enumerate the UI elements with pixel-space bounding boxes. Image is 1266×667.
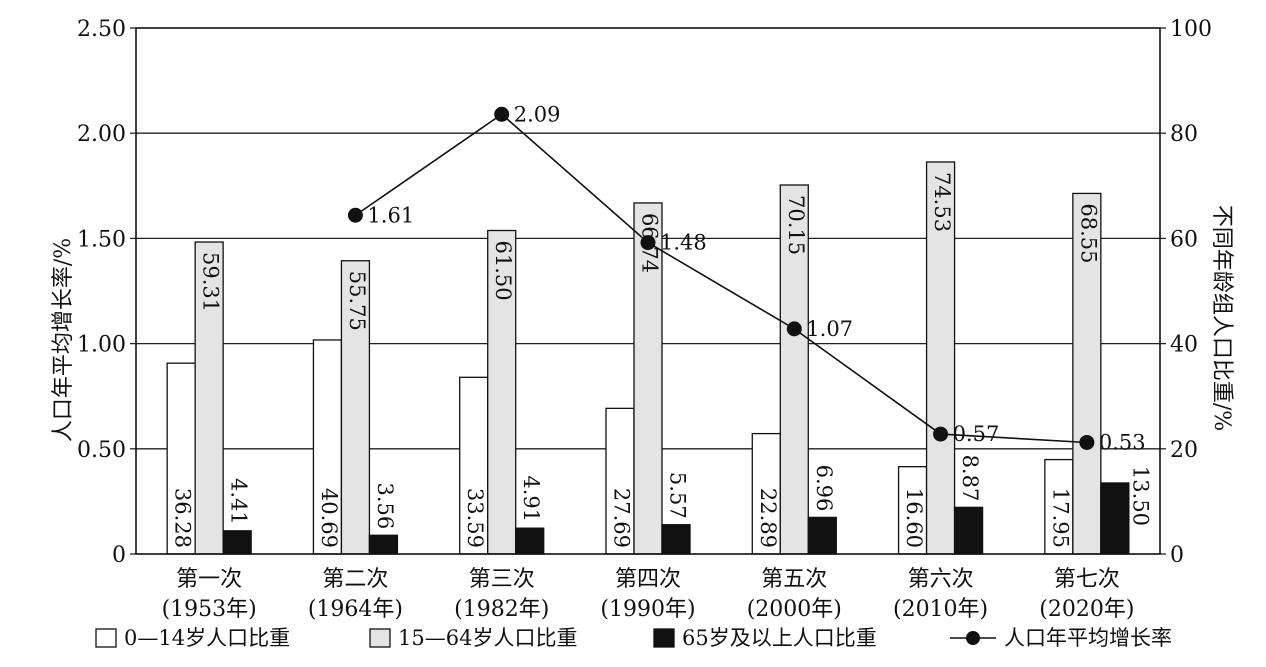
legend-growth-rate-label: 人口年平均增长率 — [1004, 626, 1172, 650]
y-left-tick-label: 0.50 — [77, 438, 126, 463]
legend-age-15-64-swatch — [369, 628, 391, 648]
bar-value-label: 36.28 — [171, 488, 195, 548]
bar-age-0-14 — [605, 407, 635, 555]
category-label: 第三次 — [469, 567, 535, 592]
category-label: 第五次 — [761, 567, 827, 592]
y-left-tick-label: 1.50 — [77, 227, 126, 252]
bar-age-65-plus — [368, 534, 399, 555]
y-left-tick-label: 2.50 — [77, 17, 126, 42]
y-right-tick-label: 100 — [1170, 17, 1212, 42]
growth-rate-label: 1.61 — [367, 203, 414, 227]
category-label: 第一次 — [176, 567, 242, 592]
category-label: 第七次 — [1054, 567, 1120, 592]
bar-age-65-plus — [807, 516, 837, 555]
legend-growth-rate-marker — [966, 631, 980, 645]
legend-age-0-14-swatch — [95, 628, 117, 648]
bar-value-label: 70.15 — [784, 195, 808, 255]
bar-value-label: 17.95 — [1048, 488, 1072, 548]
growth-rate-point — [640, 235, 656, 251]
y-left-tick-label: 2.00 — [77, 122, 126, 147]
category-year-label: (1953年) — [162, 597, 257, 622]
bar-age-0-14 — [459, 376, 489, 555]
category-label: 第四次 — [615, 567, 681, 592]
bar-value-label: 68.55 — [1076, 203, 1100, 263]
growth-rate-point — [347, 207, 363, 223]
growth-rate-polyline — [354, 113, 1087, 444]
bar-age-65-plus — [953, 506, 984, 555]
y-axis-right-title: 不同年龄组人口比重/% — [1209, 205, 1234, 431]
bar-value-label: 16.60 — [902, 488, 926, 548]
category-label: 第六次 — [908, 567, 974, 592]
growth-rate-label: 0.57 — [953, 422, 1000, 446]
category-year-label: (2020年) — [1039, 597, 1134, 622]
bar-value-label: 40.69 — [317, 488, 341, 548]
y-right-tick-label: 60 — [1170, 227, 1198, 252]
bar-value-label: 13.50 — [1128, 466, 1152, 526]
bar-age-15-64 — [925, 161, 956, 555]
bar-value-label: 74.53 — [930, 172, 954, 232]
y-right-tick-label: 20 — [1170, 438, 1198, 463]
bar-value-label: 8.87 — [958, 455, 982, 502]
bar-value-label: 59.31 — [199, 252, 223, 312]
bar-value-label: 4.91 — [519, 475, 543, 522]
bar-age-65-plus — [661, 524, 691, 555]
bar-value-label: 27.69 — [610, 488, 634, 548]
bar-age-0-14 — [897, 466, 928, 555]
bar-value-label: 5.57 — [666, 472, 690, 519]
bar-value-label: 4.41 — [227, 478, 251, 525]
growth-rate-line: 1.61 2.09 1.48 1.07 0.57 0.53 — [347, 102, 1146, 454]
growth-rate-point — [494, 106, 510, 122]
bar-value-label: 3.56 — [373, 483, 397, 530]
growth-rate-label: 2.09 — [514, 102, 561, 126]
bar-age-0-14 — [166, 362, 196, 555]
bar-value-label: 22.89 — [756, 488, 780, 548]
bar-value-label: 6.96 — [812, 465, 836, 512]
y-left-tick-label: 1.00 — [77, 333, 126, 358]
legend-age-65-plus-swatch — [653, 628, 675, 648]
legend-age-15-64-label: 15—64岁人口比重 — [398, 626, 577, 650]
legend-age-0-14-label: 0—14岁人口比重 — [124, 626, 290, 650]
category-labels: 第一次 (1953年) 第二次 (1964年) 第三次 (1982年) 第四次 (1990年)… — [162, 567, 1135, 622]
growth-rate-point — [933, 426, 949, 442]
bar-age-15-64 — [1072, 192, 1102, 555]
bar-value-label: 61.50 — [491, 241, 515, 301]
axis-ticks: 0 0 0.50 20 1.00 40 1.50 60 2.00 80 2.50 100 — [77, 17, 1212, 568]
y-right-tick-label: 80 — [1170, 122, 1198, 147]
bar-value-label: 33.59 — [463, 488, 487, 548]
category-year-label: (1990年) — [600, 597, 695, 622]
growth-rate-label: 0.53 — [1099, 430, 1146, 454]
bars: 36.28 40.69 33.59 27.69 22.89 16.60 17.95 59.31… — [166, 161, 1152, 555]
growth-rate-point — [786, 321, 802, 337]
bar-age-15-64 — [633, 202, 663, 555]
category-year-label: (1964年) — [308, 597, 403, 622]
growth-rate-label: 1.48 — [660, 231, 707, 255]
legend: 0—14岁人口比重 15—64岁人口比重 65岁及以上人口比重 人口年平均增长率 — [95, 626, 1172, 650]
growth-rate-label: 1.07 — [806, 317, 853, 341]
legend-age-65-plus-label: 65岁及以上人口比重 — [682, 626, 877, 650]
bar-age-65-plus — [1100, 482, 1130, 555]
category-year-label: (1982年) — [454, 597, 549, 622]
bar-value-label: 55.75 — [345, 271, 369, 331]
y-axis-left-title: 人口年平均增长率/% — [51, 238, 76, 442]
bar-age-15-64 — [779, 184, 809, 555]
bar-age-15-64 — [487, 229, 517, 555]
bar-age-65-plus — [515, 527, 545, 555]
bar-age-65-plus — [222, 530, 252, 555]
bar-age-15-64 — [340, 260, 371, 555]
category-label: 第二次 — [322, 567, 388, 592]
y-left-tick-label: 0 — [112, 543, 126, 568]
y-right-tick-label: 0 — [1170, 543, 1184, 568]
category-year-label: (2010年) — [893, 597, 988, 622]
growth-rate-point — [1079, 434, 1095, 450]
y-right-tick-label: 40 — [1170, 333, 1198, 358]
category-year-label: (2000年) — [747, 597, 842, 622]
bar-age-15-64 — [194, 241, 224, 555]
plot-frame — [135, 27, 1161, 555]
plot-border — [135, 27, 1161, 555]
